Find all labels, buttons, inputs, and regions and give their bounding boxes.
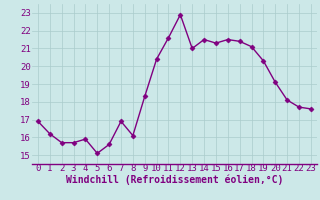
- X-axis label: Windchill (Refroidissement éolien,°C): Windchill (Refroidissement éolien,°C): [66, 174, 283, 185]
